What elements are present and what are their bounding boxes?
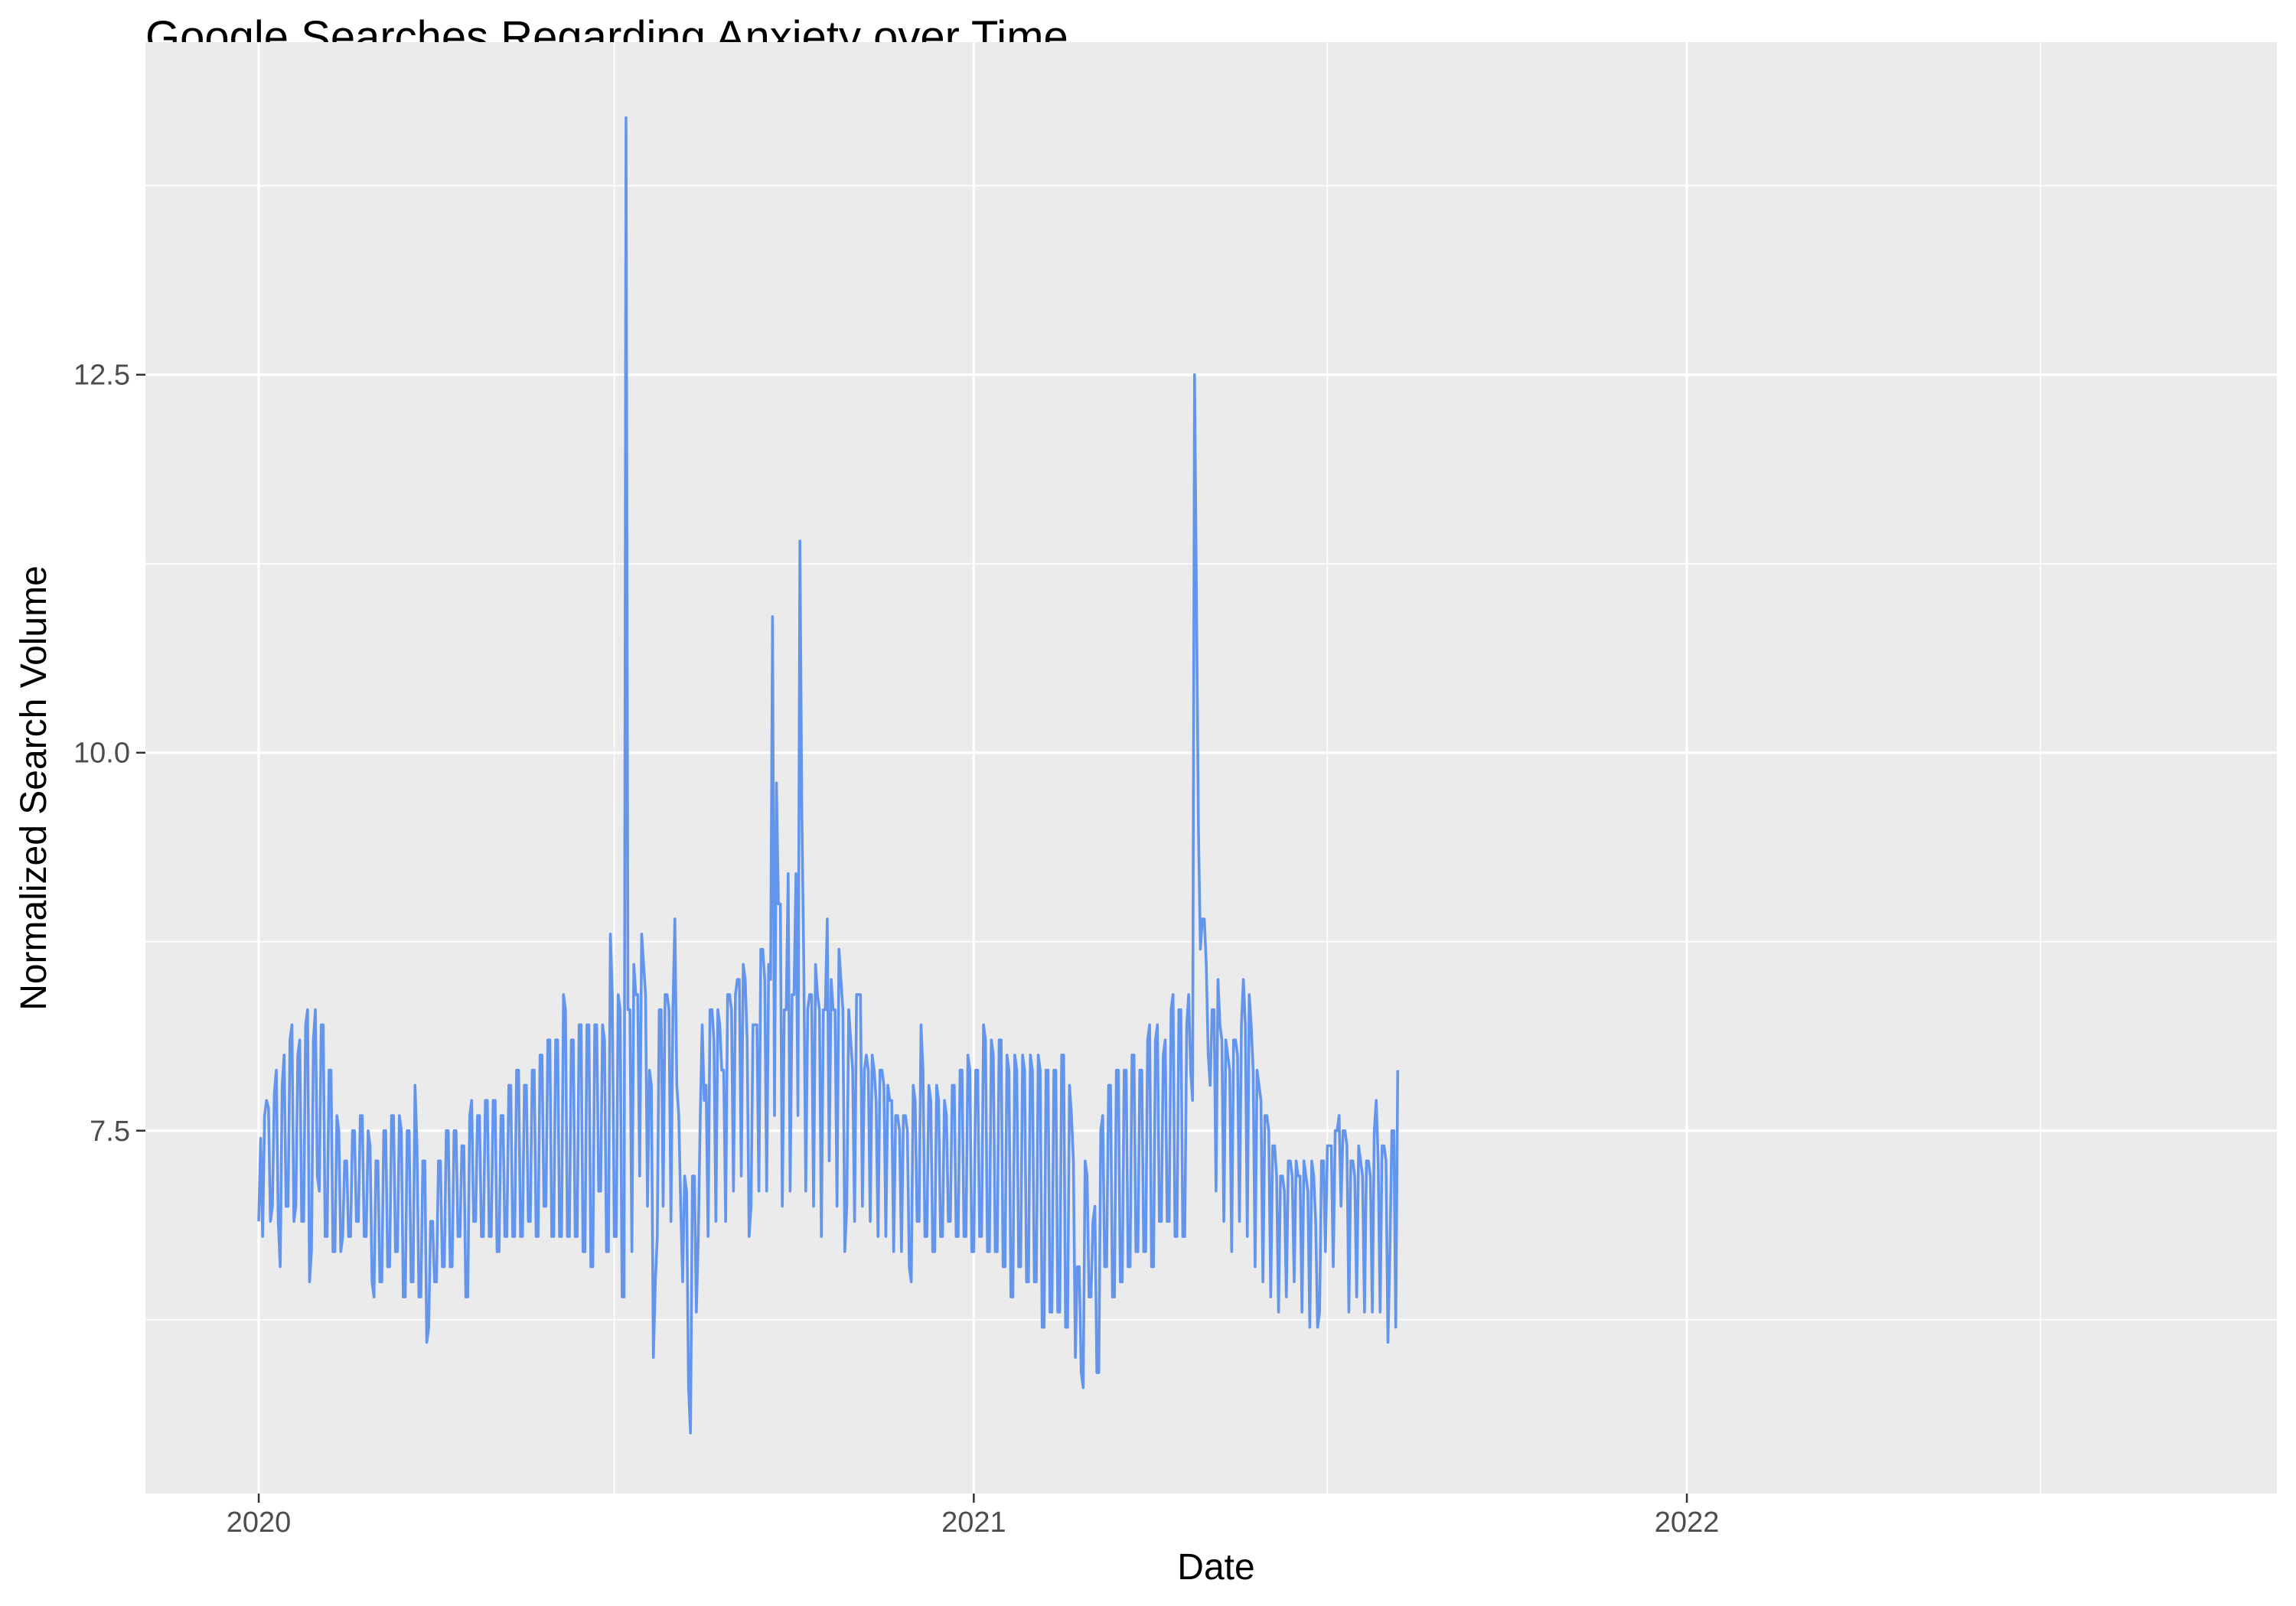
y-tick-label: 12.5 xyxy=(73,360,130,392)
y-axis: 7.5 10.0 12.5 xyxy=(73,360,145,1148)
plot-panel xyxy=(145,42,2277,1494)
y-tick-label: 7.5 xyxy=(90,1116,130,1148)
y-axis-title: Normalized Search Volume xyxy=(14,565,54,1011)
y-tick-label: 10.0 xyxy=(73,738,130,770)
x-axis-title: Date xyxy=(1177,1547,1254,1588)
x-tick-label: 2022 xyxy=(1655,1507,1720,1539)
x-tick-label: 2020 xyxy=(227,1507,292,1539)
minor-gridlines xyxy=(145,42,2277,1494)
series-line xyxy=(257,116,1400,1435)
x-tick-label: 2021 xyxy=(941,1507,1006,1539)
x-axis: 2020 2021 2022 xyxy=(227,1494,1720,1539)
